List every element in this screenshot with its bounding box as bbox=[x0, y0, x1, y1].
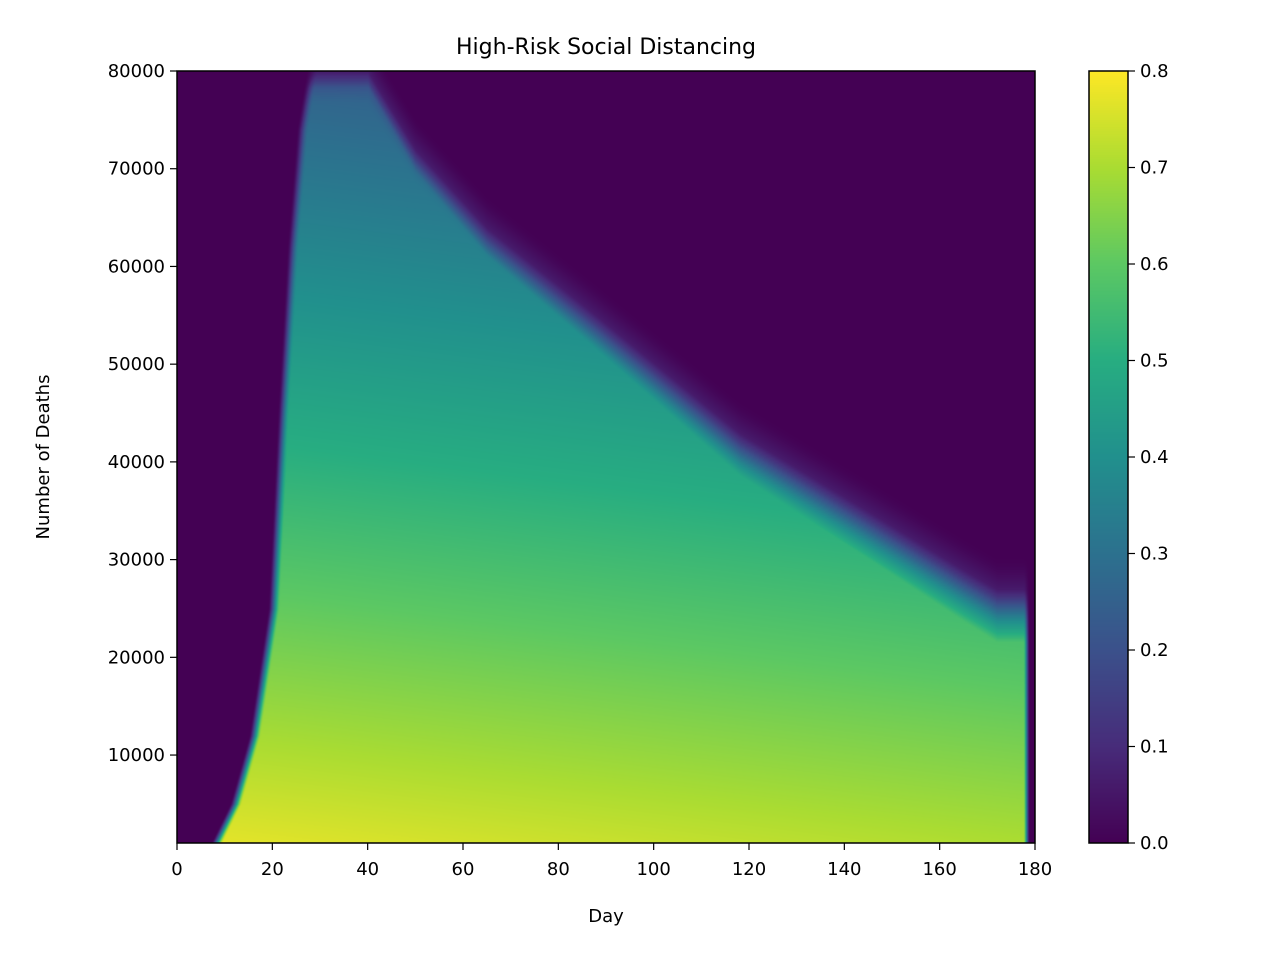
colorbar: 0.0 0.1 0.2 0.3 0.4 0.5 0.6 0.7 0.8 bbox=[1088, 61, 1169, 854]
x-axis: 0 20 40 60 80 100 120 140 160 180 bbox=[171, 843, 1052, 880]
colorbar-tick-label: 0.0 bbox=[1140, 833, 1169, 854]
plot-area bbox=[176, 70, 1036, 844]
x-tick-label: 20 bbox=[261, 859, 284, 880]
y-axis-label: Number of Deaths bbox=[33, 375, 54, 540]
y-tick-label: 60000 bbox=[108, 256, 165, 277]
plot-frame bbox=[176, 70, 1036, 844]
colorbar-image-holder bbox=[1089, 71, 1128, 843]
colorbar-tick-label: 0.8 bbox=[1140, 61, 1169, 82]
x-axis-label: Day bbox=[588, 906, 624, 927]
y-tick-label: 80000 bbox=[108, 61, 165, 82]
heatmap-image-holder bbox=[177, 71, 1035, 843]
x-tick-label: 80 bbox=[547, 859, 570, 880]
chart-title: High-Risk Social Distancing bbox=[456, 35, 756, 60]
heatmap-image bbox=[177, 71, 1035, 843]
x-tick-label: 60 bbox=[452, 859, 475, 880]
y-tick-label: 40000 bbox=[108, 452, 165, 473]
colorbar-tick-label: 0.7 bbox=[1140, 158, 1169, 179]
x-tick-label: 180 bbox=[1018, 859, 1052, 880]
colorbar-image bbox=[1089, 71, 1128, 843]
y-axis: 10000 20000 30000 40000 50000 60000 70000 80000 bbox=[108, 61, 177, 766]
colorbar-ticks: 0.0 0.1 0.2 0.3 0.4 0.5 0.6 0.7 0.8 bbox=[1128, 61, 1169, 854]
x-tick-label: 120 bbox=[732, 859, 766, 880]
y-tick-label: 20000 bbox=[108, 647, 165, 668]
colorbar-tick-label: 0.6 bbox=[1140, 254, 1169, 275]
x-tick-label: 40 bbox=[356, 859, 379, 880]
x-tick-label: 160 bbox=[922, 859, 956, 880]
colorbar-tick-label: 0.1 bbox=[1140, 737, 1169, 758]
colorbar-tick-label: 0.3 bbox=[1140, 544, 1169, 565]
x-tick-label: 0 bbox=[171, 859, 182, 880]
colorbar-tick-label: 0.4 bbox=[1140, 447, 1169, 468]
x-tick-label: 100 bbox=[636, 859, 670, 880]
y-tick-label: 70000 bbox=[108, 159, 165, 180]
y-tick-label: 10000 bbox=[108, 745, 165, 766]
colorbar-tick-label: 0.2 bbox=[1140, 640, 1169, 661]
x-tick-label: 140 bbox=[827, 859, 861, 880]
y-tick-label: 50000 bbox=[108, 354, 165, 375]
y-tick-label: 30000 bbox=[108, 550, 165, 571]
colorbar-tick-label: 0.5 bbox=[1140, 351, 1169, 372]
